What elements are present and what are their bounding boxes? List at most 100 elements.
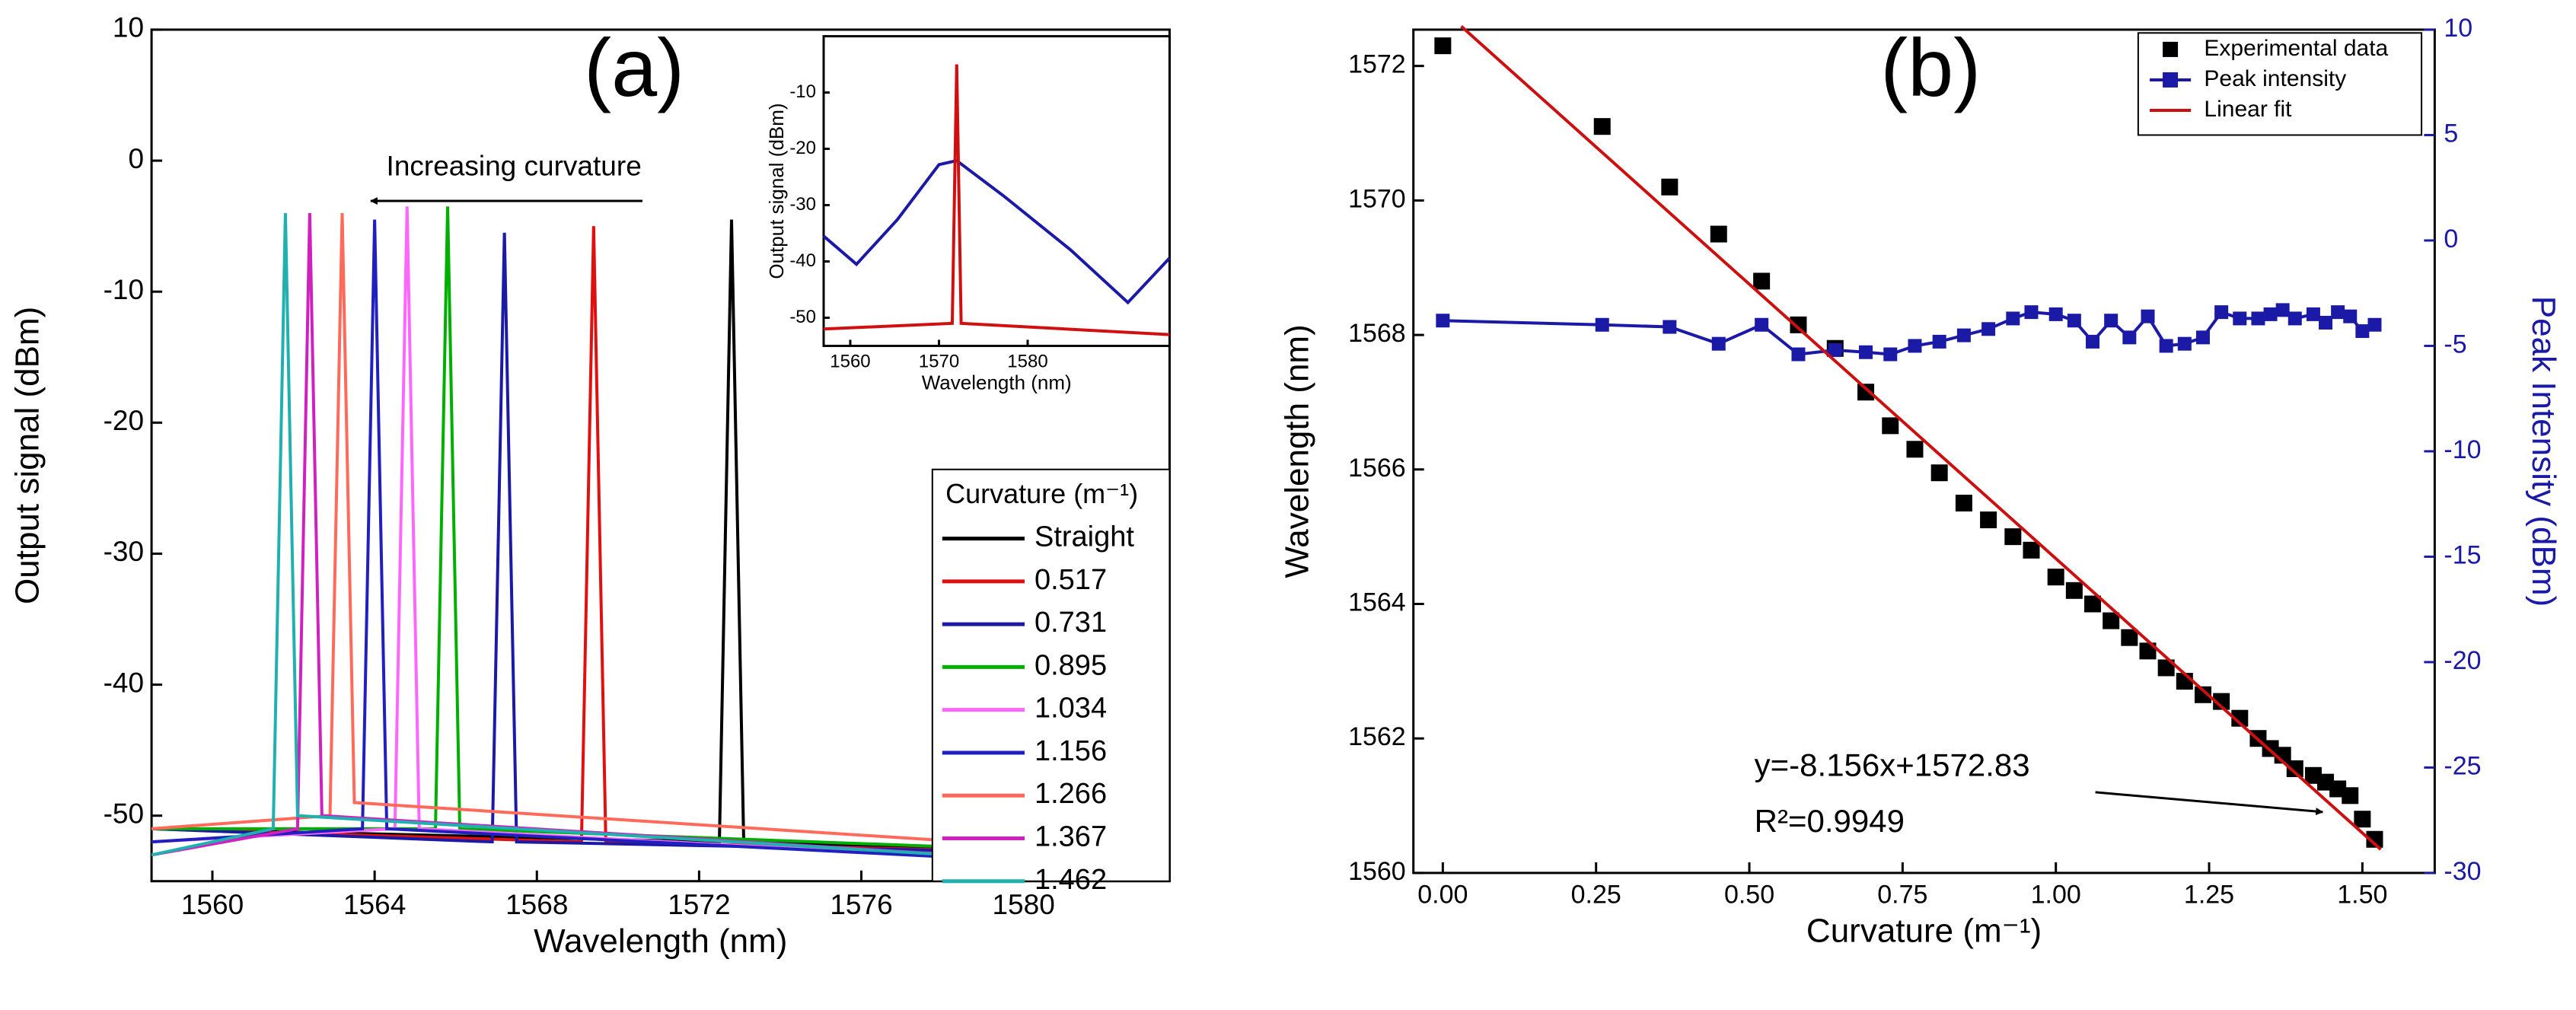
x-axis-label: Curvature (m⁻¹)	[1806, 913, 2042, 950]
y-tick-label: -40	[104, 667, 144, 698]
data-point	[1755, 317, 1769, 332]
data-point	[1908, 339, 1922, 353]
data-point	[2214, 305, 2229, 320]
data-point	[1663, 320, 1677, 334]
legend-label: 1.367	[1035, 821, 1107, 853]
legend-label: 1.266	[1035, 778, 1107, 810]
y2-tick-label: -20	[2444, 646, 2481, 675]
y-tick-label: 0	[129, 143, 145, 174]
data-point	[2084, 595, 2102, 613]
legend-label: 0.517	[1035, 564, 1107, 596]
y-tick-label: -50	[789, 307, 816, 327]
data-point	[2023, 541, 2040, 559]
x-tick-label: 0.50	[1724, 881, 1774, 910]
data-point	[2159, 339, 2173, 353]
y2-tick-label: -10	[2444, 435, 2481, 464]
data-point	[2354, 811, 2371, 828]
data-point	[1710, 225, 1727, 243]
y-axis-label: Output signal (dBm)	[765, 103, 788, 279]
data-point	[2275, 303, 2290, 317]
y2-tick-label: -25	[2444, 751, 2481, 780]
data-point	[2213, 693, 2230, 710]
y-tick-label: -10	[104, 274, 144, 305]
data-point	[1857, 384, 1875, 401]
series-line	[1460, 25, 2382, 851]
legend-label: 1.462	[1035, 864, 1107, 896]
legend-label: 1.156	[1035, 735, 1107, 767]
series-line	[151, 219, 1170, 857]
y-axis-label: Output signal (dBm)	[9, 307, 46, 604]
x-tick-label: 1580	[992, 889, 1054, 920]
data-point	[2104, 314, 2119, 328]
y2-tick-label: 0	[2444, 225, 2458, 253]
y-tick-label: -50	[104, 798, 144, 829]
annotation-arrow	[2095, 791, 2324, 816]
data-point	[2047, 569, 2064, 586]
y2-tick-label: 5	[2444, 119, 2458, 148]
legend-title: Curvature (m⁻¹)	[945, 478, 1138, 509]
data-point	[2231, 709, 2249, 727]
x-tick-label: 1572	[668, 889, 730, 920]
data-point	[2122, 330, 2137, 345]
data-point	[1436, 314, 1450, 328]
data-point	[2367, 317, 2382, 332]
x-tick-label: 1568	[505, 889, 568, 920]
data-point	[2287, 311, 2302, 326]
series-line	[151, 212, 1170, 870]
y-tick-label: 1568	[1348, 319, 1406, 348]
data-point	[2306, 307, 2320, 321]
data-point	[2177, 336, 2192, 351]
data-point	[2366, 830, 2383, 848]
x-tick-label: 1.50	[2337, 881, 2387, 910]
data-point	[2331, 305, 2345, 320]
data-point	[2121, 629, 2138, 646]
data-point	[1791, 347, 1806, 362]
data-point	[1859, 345, 1873, 359]
y-tick-label: 1562	[1348, 722, 1406, 751]
legend-label: Peak intensity	[2204, 66, 2346, 91]
annotation: Increasing curvature	[387, 151, 642, 182]
data-point	[1930, 464, 1948, 482]
legend-label: 1.034	[1035, 693, 1107, 725]
x-tick-label: 1.00	[2031, 881, 2081, 910]
data-point	[2251, 311, 2265, 326]
series-line	[151, 219, 1170, 870]
data-point	[2086, 334, 2100, 349]
panel-label: (a)	[584, 21, 684, 113]
data-point	[2233, 311, 2247, 326]
legend-label: Straight	[1035, 521, 1134, 553]
data-point	[1906, 441, 1924, 458]
data-point	[2024, 305, 2039, 320]
data-point	[1593, 118, 1611, 135]
legend-label: Linear fit	[2204, 97, 2292, 122]
y-tick-label: 1566	[1348, 454, 1406, 483]
x-tick-label: 1.25	[2184, 881, 2234, 910]
data-point	[1661, 178, 1679, 196]
data-point	[1753, 272, 1771, 290]
legend-label: Experimental data	[2204, 36, 2388, 61]
data-point	[1828, 343, 1842, 357]
x-tick-label: 0.25	[1571, 881, 1621, 910]
y2-tick-label: -30	[2444, 857, 2481, 886]
data-point	[2048, 307, 2063, 321]
x-axis-label: Wavelength (nm)	[922, 371, 1072, 394]
y-axis-label: Wavelength (nm)	[1278, 324, 1315, 578]
data-point	[1882, 417, 1899, 435]
fit-equation: y=-8.156x+1572.83	[1755, 747, 2030, 783]
x-tick-label: 1570	[919, 351, 959, 371]
x-tick-label: 1560	[181, 889, 244, 920]
y-tick-label: -20	[104, 405, 144, 436]
x-tick-label: 0.00	[1417, 881, 1468, 910]
series-line	[151, 212, 1170, 857]
y2-tick-label: -15	[2444, 540, 2481, 569]
y2-tick-label: 10	[2444, 14, 2472, 43]
y-tick-label: 1572	[1348, 50, 1406, 79]
y-tick-label: 1564	[1348, 588, 1406, 617]
data-point	[2319, 315, 2333, 330]
y-tick-label: -20	[789, 138, 816, 158]
series-line	[823, 64, 1170, 336]
data-point	[2342, 787, 2359, 804]
data-point	[1883, 347, 1898, 362]
fit-r2: R²=0.9949	[1755, 803, 1905, 839]
